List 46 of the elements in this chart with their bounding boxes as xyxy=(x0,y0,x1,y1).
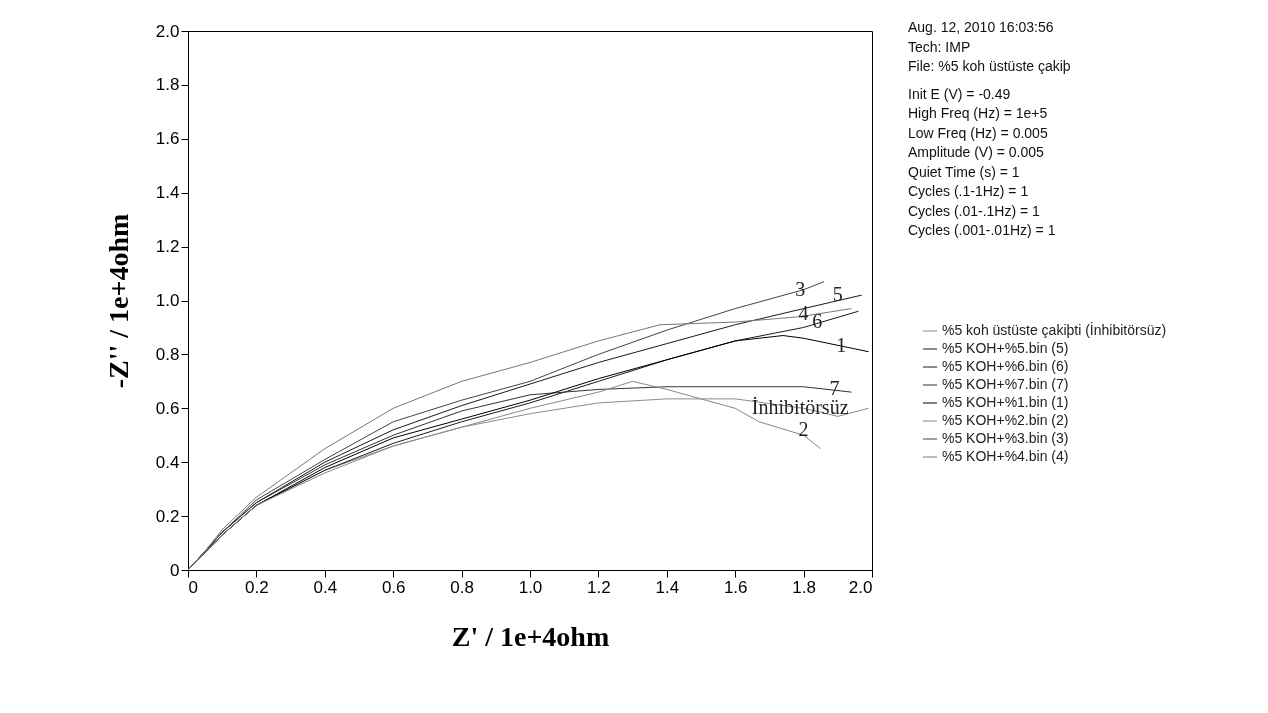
x-tick-label: 1.2 xyxy=(587,577,611,597)
text: File: %5 koh üstüste çakiþ xyxy=(908,57,1071,76)
x-tick-label: 1.8 xyxy=(792,577,816,597)
y-tick-label: 0.2 xyxy=(155,506,180,526)
x-tick-label: 1.4 xyxy=(655,577,680,597)
legend-label: %5 KOH+%7.bin (7) xyxy=(942,376,1069,392)
legend-label: %5 KOH+%1.bin (1) xyxy=(942,394,1069,410)
legend-label: %5 KOH+%2.bin (2) xyxy=(942,412,1069,428)
text: Cycles (.001-.01Hz) = 1 xyxy=(908,221,1057,240)
y-tick-label: 2.0 xyxy=(155,21,180,41)
text: Init E (V) = -0.49 xyxy=(908,84,1012,104)
text: Aug. 12, 2010 16:03:56 xyxy=(908,18,1055,37)
x-tick-label: 1.0 xyxy=(518,577,543,597)
text: Quiet Time (s) = 1 xyxy=(908,162,1021,182)
x-tick-label: 0.2 xyxy=(245,577,269,597)
x-tick-label: 2.0 xyxy=(848,577,873,597)
legend-label: %5 KOH+%3.bin (3) xyxy=(942,430,1069,446)
y-tick-label: 0 xyxy=(170,560,180,580)
y-tick-label: 1.0 xyxy=(155,291,180,310)
legend-label: %5 KOH+%6.bin (6) xyxy=(942,358,1069,374)
y-tick-label: 1.2 xyxy=(155,237,180,257)
legend-label: %5 KOH+%5.bin (5) xyxy=(942,340,1069,356)
x-tick-label: 0.6 xyxy=(381,577,406,597)
y-tick-label: 1.4 xyxy=(155,183,180,203)
x-tick-label: 1.6 xyxy=(723,577,748,597)
legend-label: %5 koh üstüste çakiþti (İnhibitörsüz) xyxy=(942,321,1167,338)
x-tick-label: 0.8 xyxy=(450,577,474,597)
y-tick-label: 1.8 xyxy=(155,75,180,95)
y-tick-label: 0.6 xyxy=(155,398,180,418)
y-tick-label: 0.8 xyxy=(155,344,180,364)
y-axis-title: -Z'' / 1e+4ohm xyxy=(102,213,134,389)
x-tick-label: 0 xyxy=(188,577,198,597)
text: Cycles (.01-.1Hz) = 1 xyxy=(908,201,1041,221)
legend-label: %5 KOH+%4.bin (4) xyxy=(942,448,1069,464)
text: Cycles (.1-1Hz) = 1 xyxy=(908,182,1030,201)
text: Low Freq (Hz) = 0.005 xyxy=(908,123,1049,143)
y-tick-label: 0.4 xyxy=(155,452,180,472)
annotation: İnhibitörsüz xyxy=(751,396,849,419)
x-tick-label: 0.4 xyxy=(313,577,338,597)
annotation: 2 xyxy=(798,417,809,440)
text: Tech: IMP xyxy=(908,37,972,57)
x-axis-title: Z' / 1e+4ohm xyxy=(451,620,610,652)
text: Amplitude (V) = 0.005 xyxy=(908,143,1045,162)
annotation: 5 xyxy=(832,283,843,306)
y-tick-label: 1.6 xyxy=(155,129,180,149)
text: High Freq (Hz) = 1e+5 xyxy=(908,104,1049,123)
